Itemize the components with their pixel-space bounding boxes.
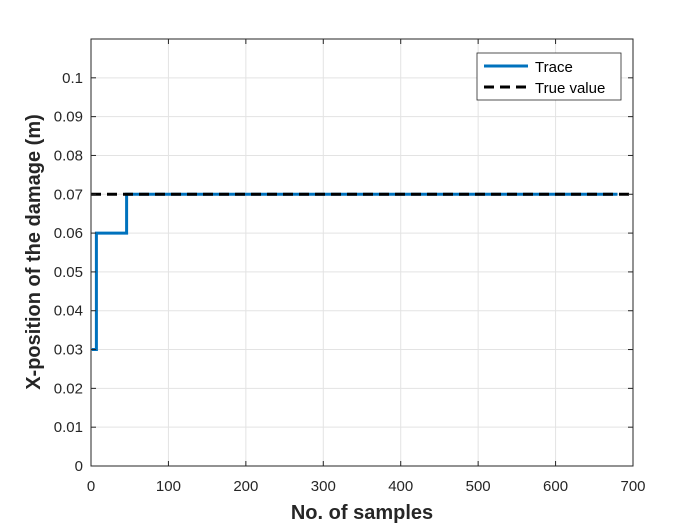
y-tick-label: 0.07: [54, 186, 83, 203]
x-tick-label: 200: [233, 478, 258, 495]
legend-box: [476, 52, 622, 101]
ticks: [90, 39, 634, 467]
y-axis-label: X-position of the damage (m): [23, 114, 45, 390]
y-tick-label: 0.03: [54, 342, 83, 359]
y-tick-label: 0: [75, 458, 83, 475]
y-tick-label: 0.06: [54, 225, 83, 242]
x-tick-label: 500: [466, 478, 491, 495]
y-tick-label: 0.1: [62, 70, 83, 87]
legend-label-true-value: True value: [535, 80, 605, 97]
y-tick-label: 0.04: [54, 303, 83, 320]
x-tick-label: 100: [156, 478, 181, 495]
x-tick-label: 300: [311, 478, 336, 495]
x-tick-label: 700: [620, 478, 645, 495]
y-tick-label: 0.05: [54, 264, 83, 281]
x-tick-label: 0: [87, 478, 95, 495]
x-tick-label: 400: [388, 478, 413, 495]
y-tick-label: 0.08: [54, 147, 83, 164]
x-axis-label: No. of samples: [291, 502, 433, 524]
x-tick-labels: 0 100 200 300 400 500 600 700: [87, 478, 646, 495]
y-tick-label: 0.02: [54, 380, 83, 397]
legend: Trace True value: [476, 52, 622, 101]
y-tick-labels: 0 0.01 0.02 0.03 0.04 0.05 0.06 0.07 0.08 0.09 0.1: [54, 70, 83, 475]
legend-label-trace: Trace: [535, 59, 573, 76]
y-tick-label: 0.01: [54, 419, 83, 436]
plot-area: [91, 39, 633, 466]
axes-box: [90, 38, 634, 467]
x-tick-label: 600: [543, 478, 568, 495]
y-tick-label: 0.09: [54, 109, 83, 126]
